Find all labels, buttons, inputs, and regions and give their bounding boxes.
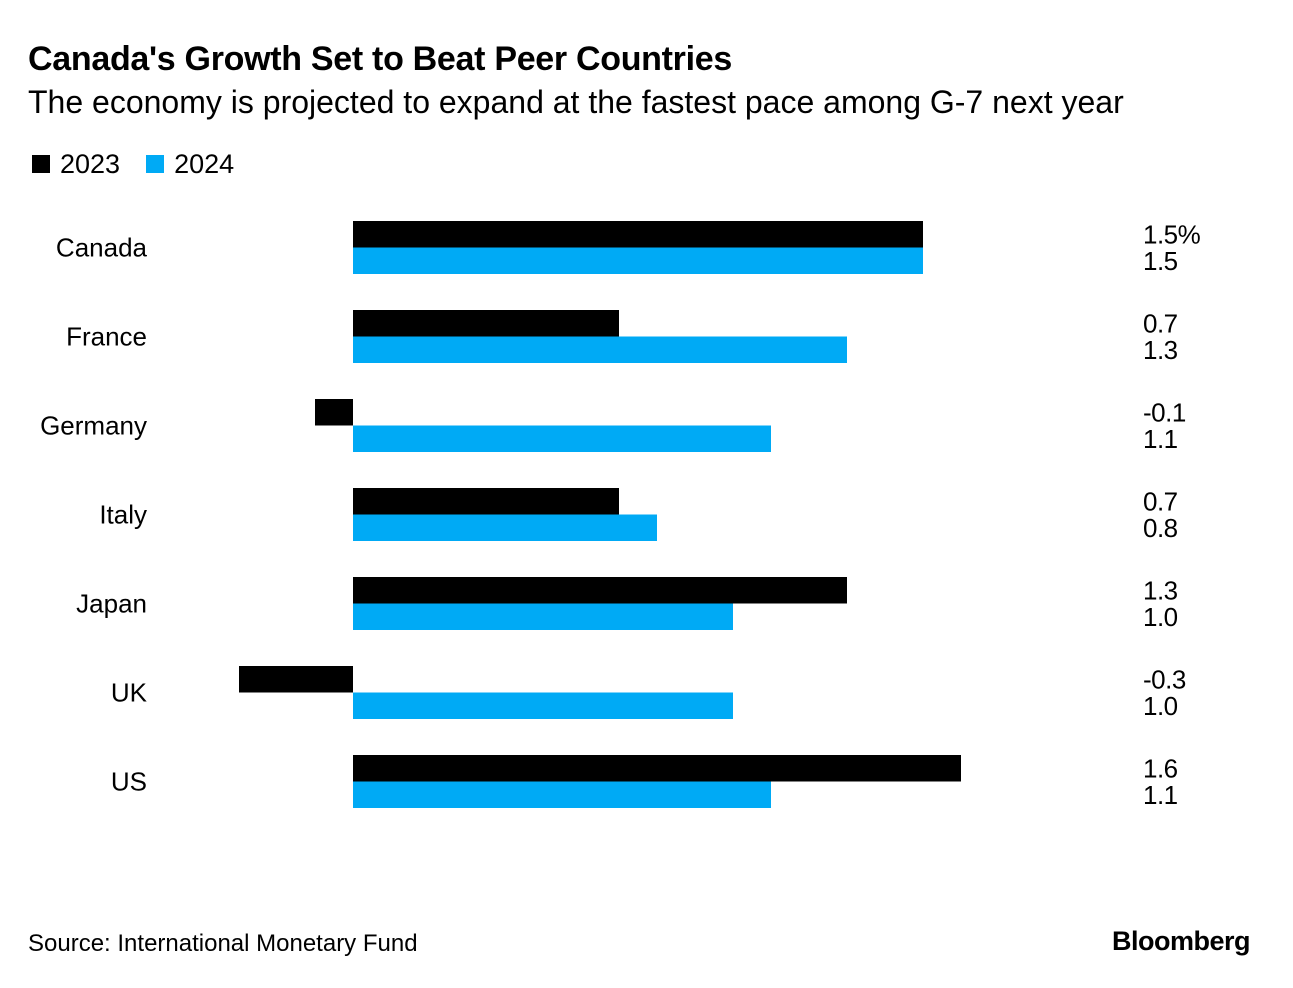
value-label-germany-2024: 1.1 xyxy=(1143,424,1178,454)
legend-item-2024: 2024 xyxy=(146,149,234,180)
value-label-germany-2023: -0.1 xyxy=(1143,397,1186,427)
legend-swatch-2024 xyxy=(146,155,165,173)
value-label-italy-2023: 0.7 xyxy=(1143,486,1178,516)
legend-label-2024: 2024 xyxy=(174,148,235,179)
legend-label-2023: 2023 xyxy=(60,148,121,179)
value-label-italy-2024: 0.8 xyxy=(1143,513,1178,543)
bar-germany-2023 xyxy=(315,399,353,426)
chart-title: Canada's Growth Set to Beat Peer Countri… xyxy=(28,40,732,78)
value-label-us-2023: 1.6 xyxy=(1143,753,1178,783)
category-label-france: France xyxy=(66,322,147,352)
bar-uk-2024 xyxy=(353,692,733,719)
value-label-canada-2024: 1.5 xyxy=(1143,246,1178,276)
legend: 2023 2024 xyxy=(32,146,260,182)
value-label-france-2024: 1.3 xyxy=(1143,335,1178,365)
legend-item-2023: 2023 xyxy=(32,149,120,180)
bar-italy-2023 xyxy=(353,488,619,515)
bar-uk-2023 xyxy=(239,666,353,693)
category-label-germany: Germany xyxy=(40,411,147,441)
legend-swatch-2023 xyxy=(32,155,50,173)
source-note: Source: International Monetary Fund xyxy=(28,930,418,957)
bar-japan-2024 xyxy=(353,603,733,630)
value-label-japan-2023: 1.3 xyxy=(1143,575,1178,605)
bar-germany-2024 xyxy=(353,425,771,452)
bar-japan-2023 xyxy=(353,577,847,604)
category-label-canada: Canada xyxy=(56,233,148,263)
bar-us-2023 xyxy=(353,755,961,782)
bar-us-2024 xyxy=(353,781,771,808)
category-label-uk: UK xyxy=(111,678,148,708)
bloomberg-logo: Bloomberg xyxy=(1112,926,1251,956)
bar-france-2023 xyxy=(353,310,619,337)
value-label-canada-2023: 1.5% xyxy=(1143,219,1201,249)
value-label-japan-2024: 1.0 xyxy=(1143,602,1178,632)
bar-canada-2024 xyxy=(353,247,923,274)
bar-italy-2024 xyxy=(353,514,657,541)
bar-france-2024 xyxy=(353,336,847,363)
category-label-us: US xyxy=(111,767,147,797)
category-label-japan: Japan xyxy=(76,589,147,619)
value-label-us-2024: 1.1 xyxy=(1143,780,1178,810)
chart-subtitle: The economy is projected to expand at th… xyxy=(28,84,1124,120)
value-label-uk-2023: -0.3 xyxy=(1143,664,1186,694)
value-label-france-2023: 0.7 xyxy=(1143,308,1178,338)
category-label-italy: Italy xyxy=(99,500,147,530)
bar-canada-2023 xyxy=(353,221,923,248)
value-label-uk-2024: 1.0 xyxy=(1143,691,1178,721)
